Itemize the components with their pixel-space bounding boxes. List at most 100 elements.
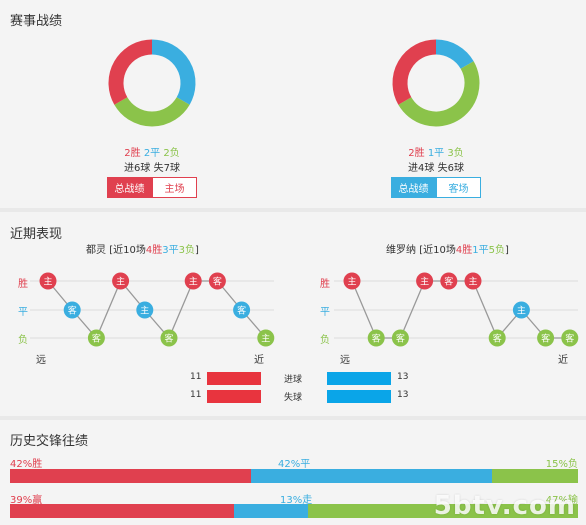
left-recent-losses: 3负	[178, 245, 195, 256]
left-team-name: 都灵	[86, 245, 106, 256]
left-trend-point: 客	[63, 301, 81, 319]
right-scored-value: 13	[397, 372, 409, 382]
right-trend-venue-label: 客	[541, 333, 550, 345]
right-trend-point-marker	[488, 329, 506, 347]
right-far-label: 远	[340, 355, 350, 366]
left-trend-point: 客	[160, 329, 178, 347]
right-recent-prefix: [近10场	[419, 245, 456, 256]
tab-left-home[interactable]: 主场	[152, 177, 197, 198]
right-trend-venue-label: 客	[372, 333, 381, 345]
left-win-count: 2胜	[124, 148, 141, 159]
history-draw-pct: 42%平	[278, 459, 311, 470]
left-scored-bar	[206, 372, 261, 385]
left-trend-point: 客	[208, 272, 226, 290]
right-trend-venue-label: 主	[420, 276, 429, 288]
tab-right-away[interactable]: 客场	[436, 177, 481, 198]
right-trend-point-marker	[343, 272, 361, 290]
history-win-segment	[10, 469, 251, 483]
right-trend-point-marker	[367, 329, 385, 347]
left-donut-draw-slice	[151, 39, 196, 105]
left-trend-point: 主	[184, 272, 202, 290]
left-trend-venue-label: 主	[43, 276, 52, 288]
site-watermark: 5btv.com	[433, 491, 576, 521]
left-trend-venue-label: 客	[237, 305, 246, 317]
left-trend-point: 主	[112, 272, 130, 290]
right-trend-point-marker	[537, 329, 555, 347]
right-record-summary: 2胜 1平 3负	[384, 144, 488, 159]
right-trend-point: 客	[391, 329, 409, 347]
right-loss-count: 3负	[447, 148, 464, 159]
right-donut-loss-slice	[398, 61, 480, 127]
left-trend-point-marker	[63, 301, 81, 319]
left-draw-count: 2平	[143, 148, 161, 159]
scored-label: 进球	[284, 375, 303, 385]
left-trend-venue-label: 主	[140, 305, 149, 317]
history-win-pct: 42%胜	[10, 459, 43, 470]
history-panel: 历史交锋往绩 42%胜 42%平 15%负 39%赢 13%走 47%输 5bt…	[0, 420, 586, 525]
left-trend-point-marker	[257, 329, 275, 347]
left-trend-point-marker	[160, 329, 178, 347]
right-y-win: 胜	[320, 279, 330, 290]
left-trend-venue-label: 客	[213, 276, 222, 288]
record-section-title: 赛事战绩	[10, 14, 63, 29]
left-recent-prefix: [近10场	[109, 245, 146, 256]
left-near-label: 近	[254, 355, 264, 366]
right-trend-point: 客	[537, 329, 555, 347]
left-recent-suffix: ]	[194, 245, 199, 256]
right-trend-point-marker	[512, 301, 530, 319]
right-trend-point-marker	[561, 329, 579, 347]
right-trend-point: 主	[512, 301, 530, 319]
left-conceded-bar	[206, 390, 261, 403]
right-team-name: 维罗纳	[386, 245, 416, 256]
right-near-label: 近	[558, 355, 568, 366]
left-trend-venue-label: 客	[164, 333, 173, 345]
right-trend-venue-label: 客	[565, 333, 574, 345]
right-trend-point: 客	[367, 329, 385, 347]
history-handicap-win-pct: 39%赢	[10, 495, 43, 506]
left-trend-point: 主	[39, 272, 57, 290]
history-section-title: 历史交锋往绩	[10, 434, 89, 449]
right-trend-point-marker	[440, 272, 458, 290]
history-draw-segment	[250, 469, 492, 483]
left-recent-title: 都灵 [近10场4胜3平3负]	[86, 241, 199, 256]
left-scored-value: 11	[190, 372, 202, 382]
tab-right-total[interactable]: 总战绩	[391, 177, 436, 198]
right-record-tabs: 总战绩 客场	[391, 177, 481, 198]
left-far-label: 远	[36, 355, 46, 366]
left-trend-point-marker	[184, 272, 202, 290]
left-trend-line	[47, 279, 267, 340]
right-recent-losses: 5负	[488, 245, 505, 256]
recent-panel: 近期表现 都灵 [近10场4胜3平3负] 维罗纳 [近10场4胜1平5负] 胜 …	[0, 212, 586, 416]
left-trend-point-marker	[233, 301, 251, 319]
right-trend-point-marker	[464, 272, 482, 290]
left-trend-point: 客	[233, 301, 251, 319]
right-donut-win-slice	[392, 39, 437, 105]
right-scored-bar	[327, 372, 391, 385]
left-record-donut	[108, 39, 196, 127]
right-trend-point: 主	[464, 272, 482, 290]
tab-left-total[interactable]: 总战绩	[107, 177, 152, 198]
right-trend-point: 主	[343, 272, 361, 290]
right-trend-point: 客	[561, 329, 579, 347]
left-recent-draws: 3平	[162, 245, 179, 256]
left-trend-point-marker	[112, 272, 130, 290]
right-trend-line	[351, 280, 570, 340]
history-handicap-lose-pct: 47%输	[545, 495, 578, 506]
history-handicap-lose-segment	[308, 504, 578, 518]
right-trend-venue-label: 客	[444, 276, 453, 288]
right-y-draw: 平	[320, 307, 330, 318]
left-recent-wins: 4胜	[145, 245, 163, 256]
history-result-bar	[10, 469, 578, 483]
history-handicap-push-pct: 13%走	[280, 495, 313, 506]
left-trend-point: 主	[257, 329, 275, 347]
right-trend-point-marker	[391, 329, 409, 347]
conceded-label: 失球	[284, 393, 303, 403]
left-y-win: 胜	[18, 279, 28, 290]
right-trend-point: 客	[488, 329, 506, 347]
left-conceded-value: 11	[190, 390, 202, 400]
left-trend-venue-label: 客	[92, 333, 101, 345]
history-handicap-bar	[10, 504, 578, 518]
left-trend-point: 主	[136, 301, 154, 319]
left-loss-count: 2负	[163, 148, 180, 159]
